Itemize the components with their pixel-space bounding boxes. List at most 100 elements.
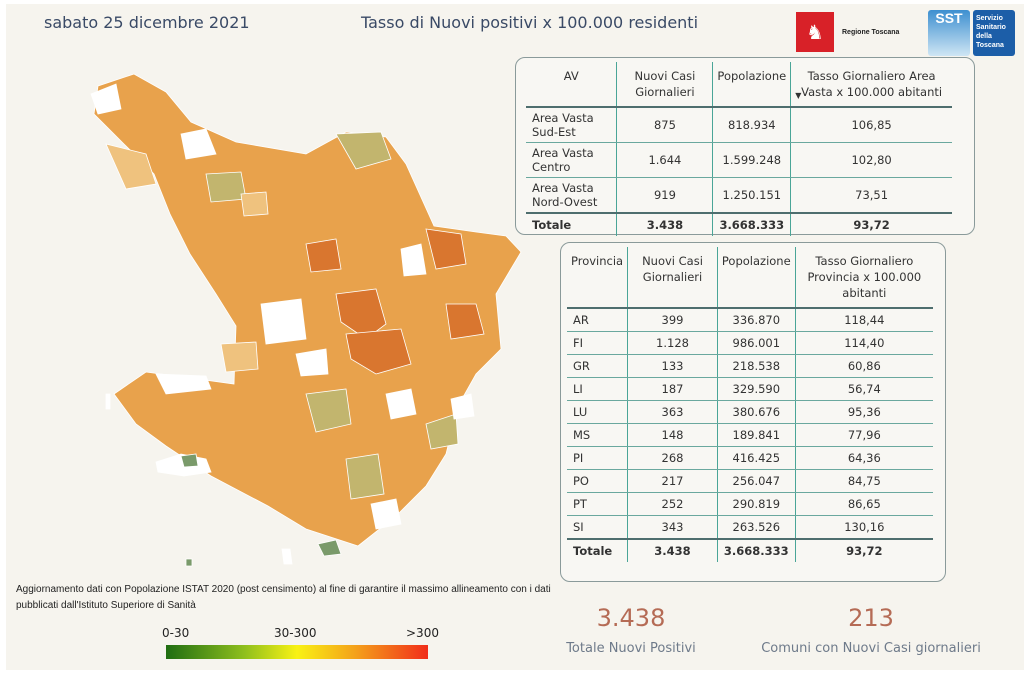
capraia-island[interactable]: [105, 393, 111, 410]
table-cell: 64,36: [794, 446, 933, 470]
table-cell: 256.047: [716, 469, 796, 493]
table-cell: 329.590: [716, 377, 796, 401]
table-cell: 60,86: [794, 354, 933, 378]
municipality[interactable]: [305, 388, 352, 433]
table-cell: Totale: [567, 538, 628, 562]
column-header[interactable]: Nuovi Casi Giornalieri: [627, 247, 718, 309]
table-cell: PO: [567, 469, 628, 493]
municipality[interactable]: [305, 238, 342, 273]
table-row: AR 399 336.870 118,44: [567, 308, 933, 332]
municipality[interactable]: [105, 143, 157, 190]
table-cell: 130,16: [794, 515, 933, 540]
municipality[interactable]: [180, 128, 217, 160]
municipality[interactable]: [295, 348, 329, 377]
table-cell: 133: [627, 354, 718, 378]
municipality[interactable]: [90, 83, 122, 115]
kpi-comuni-value: 213: [848, 604, 894, 632]
table-row: LU 363 380.676 95,36: [567, 400, 933, 424]
table-cell: 1.644: [616, 142, 713, 178]
table-cell: 73,51: [790, 177, 952, 214]
sst-logo: SST Servizio Sanitario della Toscana: [928, 10, 1015, 56]
giglio-island[interactable]: [185, 558, 193, 567]
table-cell: Totale: [526, 212, 617, 236]
table-cell: 77,96: [794, 423, 933, 447]
kpi-comuni-label: Comuni con Nuovi Casi giornalieri: [761, 641, 981, 656]
table-cell: LU: [567, 400, 628, 424]
table-row: GR 133 218.538 60,86: [567, 354, 933, 378]
logo-text: Regione Toscana: [842, 28, 900, 36]
municipality[interactable]: [240, 191, 269, 217]
provincia-table: Provincia Nuovi Casi Giornalieri Popolazio…: [567, 247, 933, 562]
table-cell: Area Vasta Sud-Est: [526, 107, 617, 143]
total-row: Totale 3.438 3.668.333 93,72: [526, 212, 952, 236]
table-cell: 84,75: [794, 469, 933, 493]
area-vasta-table: AV Nuovi Casi Giornalieri Popolazione Tasso…: [526, 62, 952, 236]
table-cell: 263.526: [716, 515, 796, 540]
municipality[interactable]: [445, 303, 485, 340]
column-header[interactable]: Tasso Giornaliero Provincia x 100.000 ab…: [794, 247, 933, 309]
column-header[interactable]: Tasso Giornaliero Area Vasta x 100.000 a…: [790, 62, 952, 108]
sst-logo-mark: SST: [928, 10, 970, 56]
tuscany-choropleth-map[interactable]: [6, 4, 546, 574]
page-title: Tasso di Nuovi positivi x 100.000 reside…: [361, 13, 699, 32]
municipality[interactable]: [425, 413, 459, 450]
table-cell: 102,80: [790, 142, 952, 178]
data-update-note: Aggiornamento dati con Popolazione ISTAT…: [16, 584, 551, 611]
table-cell: PI: [567, 446, 628, 470]
table-cell: 3.438: [627, 538, 718, 562]
provincia-table-card: Provincia Nuovi Casi Giornalieri Popolazio…: [560, 242, 946, 582]
sst-logo-text: Servizio Sanitario della Toscana: [973, 10, 1015, 56]
legend-color-scale: [166, 645, 428, 659]
municipality[interactable]: [385, 388, 417, 420]
table-cell: 336.870: [716, 308, 796, 332]
column-header[interactable]: AV: [526, 62, 617, 108]
table-row: MS 148 189.841 77,96: [567, 423, 933, 447]
municipality[interactable]: [370, 498, 402, 530]
kpi-total-label: Totale Nuovi Positivi: [566, 641, 696, 656]
municipality[interactable]: [220, 341, 259, 373]
table-cell: 189.841: [716, 423, 796, 447]
elba-municipality[interactable]: [180, 453, 199, 468]
municipality[interactable]: [425, 228, 467, 270]
table-row: Area Vasta Sud-Est 875 818.934 106,85: [526, 107, 952, 143]
regione-toscana-logo: ♞ Regione Toscana: [796, 12, 899, 52]
municipality[interactable]: [335, 131, 392, 170]
table-cell: 919: [616, 177, 713, 214]
table-cell: Area Vasta Nord-Ovest: [526, 177, 617, 214]
column-header[interactable]: Popolazione: [716, 247, 796, 309]
table-cell: 252: [627, 492, 718, 516]
municipality[interactable]: [400, 243, 427, 277]
montecristo-island[interactable]: [281, 548, 293, 565]
sort-descending-icon[interactable]: ▼: [795, 91, 802, 100]
table-cell: FI: [567, 331, 628, 355]
table-row: PT 252 290.819 86,65: [567, 492, 933, 516]
municipality[interactable]: [450, 393, 475, 420]
table-cell: 399: [627, 308, 718, 332]
table-cell: PT: [567, 492, 628, 516]
total-row: Totale 3.438 3.668.333 93,72: [567, 538, 933, 562]
dashboard: sabato 25 dicembre 2021 Tasso di Nuovi p…: [6, 4, 1024, 670]
table-cell: 875: [616, 107, 713, 143]
table-cell: 114,40: [794, 331, 933, 355]
table-row: Area Vasta Centro 1.644 1.599.248 102,80: [526, 142, 952, 178]
table-cell: 106,85: [790, 107, 952, 143]
municipality[interactable]: [205, 171, 247, 203]
column-header[interactable]: Popolazione: [712, 62, 791, 108]
table-cell: 3.438: [616, 212, 713, 236]
table-cell: 268: [627, 446, 718, 470]
column-header[interactable]: Nuovi Casi Giornalieri: [616, 62, 713, 108]
table-cell: 86,65: [794, 492, 933, 516]
municipality[interactable]: [260, 298, 307, 345]
legend-mid-label: 30-300: [274, 626, 317, 640]
argentario-municipality[interactable]: [317, 539, 342, 557]
municipality[interactable]: [345, 328, 412, 375]
municipality[interactable]: [345, 453, 385, 500]
table-cell: SI: [567, 515, 628, 540]
kpi-total-value: 3.438: [596, 604, 666, 632]
table-cell: 217: [627, 469, 718, 493]
column-header[interactable]: Provincia: [567, 247, 628, 309]
table-cell: 818.934: [712, 107, 791, 143]
tuscany-region[interactable]: [93, 73, 522, 547]
municipality[interactable]: [155, 373, 212, 395]
table-cell: 416.425: [716, 446, 796, 470]
